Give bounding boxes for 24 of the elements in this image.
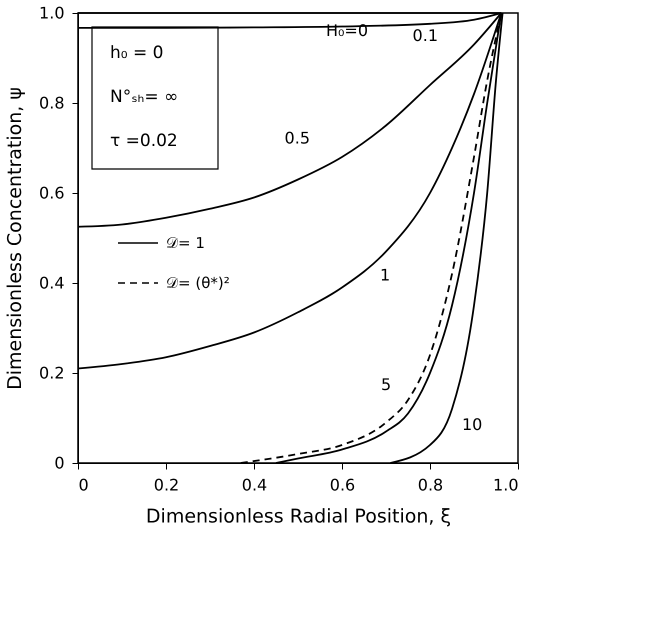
annotation: N°ₛₕ= ∞ [110,87,178,107]
x-axis-title: Dimensionless Radial Position, ξ [146,506,452,528]
annotation: 5 [381,375,392,394]
annotation: τ =0.02 [110,131,178,151]
x-tick-label: 0.6 [330,476,356,494]
x-tick-label: 0.8 [418,476,444,494]
annotation: 𝒟= (θ*)² [166,274,230,292]
annotation: 1 [380,266,390,284]
y-tick-label: 0.4 [39,274,64,292]
x-tick-label: 0.2 [154,476,180,494]
annotation: h₀ = 0 [110,43,164,63]
y-tick-label: 0 [54,454,64,472]
x-tick-label: 0.4 [242,476,268,494]
y-tick-label: 0.8 [39,94,64,112]
annotation: 10 [462,415,482,434]
y-tick-label: 0.6 [39,184,64,202]
annotation: 0.1 [412,26,438,45]
y-tick-label: 0.2 [39,364,64,382]
x-tick-label: 1.0 [493,476,518,494]
x-tick-label: 0 [78,476,89,494]
annotation: 𝒟= 1 [166,234,205,252]
y-tick-label: 1.0 [39,4,64,22]
annotation: 0.5 [284,128,310,148]
y-axis-title: Dimensionless Concentration, ψ [4,87,26,390]
